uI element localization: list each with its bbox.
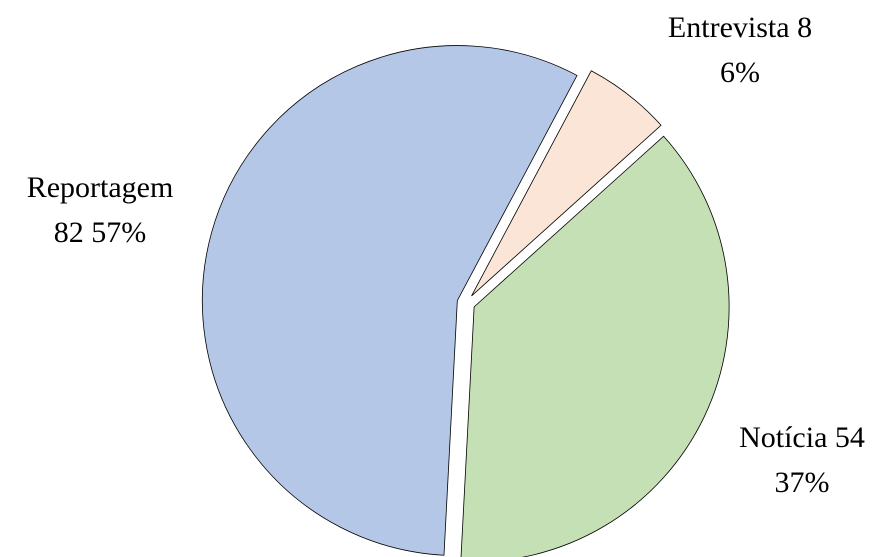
percent-label: 57% [91,216,146,249]
slice-label: 82 57% [54,216,147,249]
pie-slice [460,135,730,557]
slice-label: 37% [775,466,830,499]
slice-label: 6% [720,56,760,89]
percent-label: 6% [720,56,760,89]
pie-slice [201,45,578,556]
category-label: Notícia [739,421,827,454]
category-label: Entrevista [668,11,790,44]
value-label: 82 [54,216,84,249]
slice-label: Reportagem [27,171,174,204]
pie-slice [471,70,662,297]
slice-label: Notícia 54 [739,421,865,454]
value-label: 8 [797,11,812,44]
percent-label: 37% [775,466,830,499]
value-label: 54 [835,421,865,454]
category-label: Reportagem [27,171,174,204]
slice-label: Entrevista 8 [668,11,812,44]
